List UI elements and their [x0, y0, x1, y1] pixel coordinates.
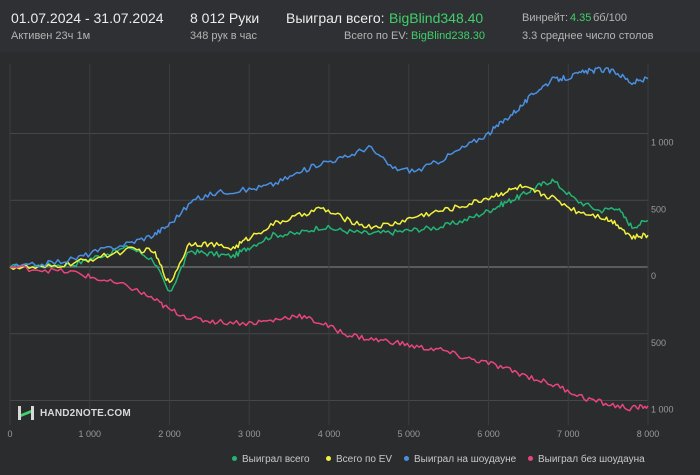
y-tick-label: 0	[651, 271, 656, 281]
legend-label: Выиграл без шоудауна	[538, 454, 645, 465]
ev-total-value: BigBlind238.30	[411, 30, 486, 42]
date-range[interactable]: 01.07.2024 - 31.07.2024	[11, 10, 164, 26]
x-tick-label: 1 000	[78, 429, 101, 439]
chart-legend: Выиграл всего Всего по EV Выиграл на шоу…	[0, 452, 700, 470]
logo-text: HAND2NOTE.COM	[40, 407, 131, 419]
grid-lines	[9, 64, 649, 425]
x-axis-ticks: 0 1 000 2 000 3 000 4 000 5 000 6 000 7 000 8 00…	[7, 429, 659, 439]
x-tick-label: 2 000	[158, 429, 181, 439]
y-tick-label: 1 000	[651, 405, 674, 415]
summary-header: 01.07.2024 - 31.07.2024 Активен 23ч 1м 8…	[0, 0, 700, 52]
x-tick-label: 7 000	[557, 429, 580, 439]
legend-marker	[404, 455, 409, 461]
y-tick-label: 500	[651, 338, 666, 348]
avg-tables: 3.3 среднее число столов	[522, 30, 654, 42]
x-tick-label: 0	[7, 429, 12, 439]
series-line	[9, 178, 649, 292]
series-line	[9, 183, 649, 284]
ev-total-label: Всего по EV:	[344, 30, 409, 42]
series-line	[9, 265, 649, 412]
winrate-hands: бб/100	[593, 12, 628, 24]
legend-item-showdown[interactable]: Выиграл на шоудауне	[404, 454, 516, 465]
legend-marker	[232, 455, 237, 461]
x-tick-label: 5 000	[397, 429, 420, 439]
hand2note-logo: HAND2NOTE.COM	[17, 405, 131, 421]
x-tick-label: 3 000	[238, 429, 261, 439]
won-total-value: BigBlind348.40	[389, 10, 484, 26]
winrate-label: Винрейт:	[522, 12, 569, 24]
legend-marker	[528, 455, 533, 461]
active-time: Активен 23ч 1м	[11, 30, 91, 42]
legend-item-ev-total[interactable]: Всего по EV	[326, 454, 392, 465]
x-tick-label: 8 000	[637, 429, 660, 439]
y-axis-ticks: 1 000 500 0 500 1 000	[651, 138, 674, 415]
winrate-value: 4.35	[570, 12, 592, 24]
x-tick-label: 6 000	[477, 429, 500, 439]
hand2note-logo-icon	[18, 406, 34, 420]
legend-label: Всего по EV	[336, 454, 393, 465]
graph-chart: 1 000 500 0 500 1 000 0 1 000 2 000 3 000 4 000 5…	[7, 64, 674, 439]
legend-item-non-showdown[interactable]: Выиграл без шоудауна	[528, 454, 645, 465]
x-tick-label: 4 000	[318, 429, 341, 439]
y-tick-label: 500	[651, 204, 666, 214]
y-tick-label: 1 000	[651, 138, 674, 148]
legend-label: Выиграл всего	[242, 454, 310, 465]
legend-marker	[326, 455, 331, 461]
hands-per-hour: 348 рук в час	[190, 30, 258, 42]
series-line	[9, 66, 649, 269]
series-lines	[9, 66, 649, 412]
hands-count: 8 012 Руки	[190, 10, 260, 26]
won-total-label: Выиграл всего:	[286, 10, 385, 26]
legend-item-won-total[interactable]: Выиграл всего	[232, 454, 310, 465]
legend-label: Выиграл на шоудауне	[414, 454, 517, 465]
